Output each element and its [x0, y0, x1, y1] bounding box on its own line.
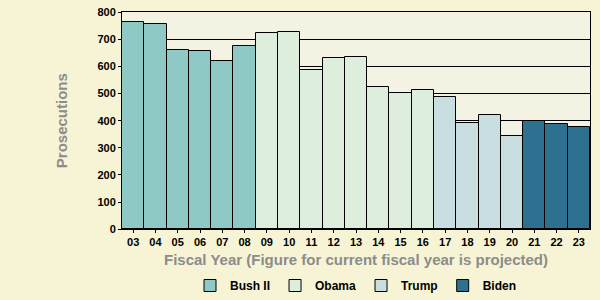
svg-text:09: 09: [261, 236, 273, 248]
svg-text:Biden: Biden: [483, 279, 516, 293]
svg-text:16: 16: [417, 236, 429, 248]
svg-text:20: 20: [506, 236, 518, 248]
svg-text:300: 300: [97, 142, 115, 154]
svg-text:12: 12: [328, 236, 340, 248]
svg-text:15: 15: [394, 236, 406, 248]
svg-text:Bush II: Bush II: [230, 279, 270, 293]
svg-text:Fiscal Year (Figure for curren: Fiscal Year (Figure for current fiscal y…: [164, 251, 548, 268]
svg-text:600: 600: [97, 60, 115, 72]
svg-text:500: 500: [97, 87, 115, 99]
svg-text:23: 23: [573, 236, 585, 248]
svg-text:14: 14: [372, 236, 385, 248]
svg-text:22: 22: [550, 236, 562, 248]
svg-text:10: 10: [283, 236, 295, 248]
svg-text:11: 11: [306, 236, 318, 248]
svg-text:100: 100: [97, 196, 115, 208]
svg-text:07: 07: [216, 236, 228, 248]
svg-text:800: 800: [97, 6, 115, 18]
svg-text:06: 06: [194, 236, 206, 248]
svg-text:03: 03: [127, 236, 139, 248]
svg-text:19: 19: [484, 236, 496, 248]
svg-text:08: 08: [238, 236, 250, 248]
svg-text:04: 04: [149, 236, 162, 248]
svg-text:Obama: Obama: [315, 279, 356, 293]
svg-text:Trump: Trump: [401, 279, 438, 293]
svg-text:200: 200: [97, 169, 115, 181]
svg-text:0: 0: [110, 223, 116, 235]
svg-text:21: 21: [528, 236, 540, 248]
svg-text:400: 400: [97, 115, 115, 127]
svg-text:18: 18: [461, 236, 473, 248]
svg-text:Prosecutions: Prosecutions: [53, 73, 70, 168]
svg-text:700: 700: [97, 33, 115, 45]
svg-text:17: 17: [439, 236, 451, 248]
svg-text:05: 05: [172, 236, 184, 248]
svg-text:13: 13: [350, 236, 362, 248]
